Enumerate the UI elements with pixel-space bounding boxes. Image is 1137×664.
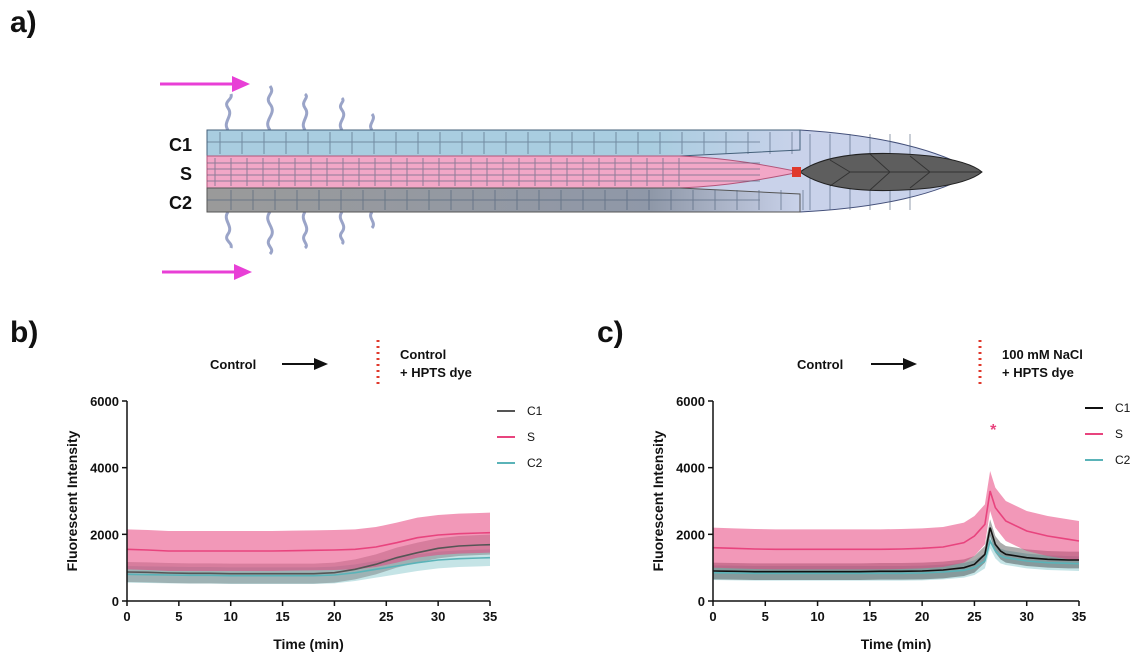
chart-b-legend-label-s: S — [527, 430, 535, 444]
cell-walls — [207, 132, 911, 210]
panel-label-b: b) — [10, 316, 39, 349]
chart-c-y-axis-title: Fluorescent Intensity — [650, 430, 666, 571]
chart-b-band-c1 — [127, 534, 490, 584]
chart-c-annotation-arrow — [871, 358, 917, 370]
chart-b-annotation-after-1: Control — [400, 347, 446, 362]
chart-c-legend-label-c1: C1 — [1115, 401, 1131, 415]
chart-b-line-s — [126, 531, 491, 552]
chart-c-line-c1 — [712, 527, 1079, 573]
chart-b-line-c2 — [126, 556, 491, 577]
chart-b-xtick-label: 20 — [327, 609, 341, 624]
chart-c-xtick-label: 20 — [915, 609, 929, 624]
chart-c-xtick-label: 0 — [709, 609, 716, 624]
chart-c-x-axis-title: Time (min) — [861, 636, 932, 652]
chart-c-xtick-label: 5 — [762, 609, 769, 624]
chart-c-annotation-after-2: + HPTS dye — [1002, 365, 1074, 380]
panel-label-a: a) — [10, 6, 37, 39]
root-hairs-bottom — [224, 211, 375, 256]
chart-b-annotation-after-2: + HPTS dye — [400, 365, 472, 380]
chart-b-legend-label-c1: C1 — [527, 404, 543, 418]
chart-c-xtick-label: 10 — [810, 609, 824, 624]
chart-b-legend-label-c2: C2 — [527, 456, 543, 470]
chart-b-annotation-before: Control — [210, 357, 256, 372]
chart-c-ytick-label: 2000 — [676, 527, 705, 542]
chart-c-band-s — [713, 471, 1079, 570]
chart-b-annotation-arrow — [282, 358, 328, 370]
chart-b-y-axis-title: Fluorescent Intensity — [64, 430, 80, 571]
chart-b-line-c1 — [126, 543, 491, 575]
chart-b-ytick-label: 6000 — [90, 394, 119, 409]
chart-c-xtick-label: 30 — [1019, 609, 1033, 624]
chart-b-ytick-label: 4000 — [90, 461, 119, 476]
chart-b-xtick-label: 15 — [275, 609, 289, 624]
chart-c: Control 100 mM NaCl + HPTS dye 0 2000 4000 600… — [650, 340, 1131, 652]
label-s: S — [180, 164, 192, 184]
chart-c-ytick-label: 4000 — [676, 461, 705, 476]
chart-c-legend-label-c2: C2 — [1115, 453, 1131, 467]
chart-c-ytick-label: 6000 — [676, 394, 705, 409]
chart-c-legend-label-s: S — [1115, 427, 1123, 441]
chart-c-xtick-label: 35 — [1072, 609, 1086, 624]
label-c1: C1 — [169, 135, 192, 155]
quiescent-marker — [792, 167, 801, 177]
top-arrow — [160, 76, 250, 92]
chart-c-line-c2 — [712, 538, 1080, 575]
chart-b: Control Control + HPTS dye 0 2000 4000 6000 0 5 1… — [64, 340, 543, 652]
chart-b-xtick-label: 10 — [223, 609, 237, 624]
chart-b-xtick-label: 0 — [123, 609, 130, 624]
chart-b-x-axis-title: Time (min) — [273, 636, 344, 652]
root-diagram: C1 S C2 — [160, 76, 983, 280]
chart-b-xtick-label: 30 — [431, 609, 445, 624]
chart-b-xtick-label: 25 — [379, 609, 393, 624]
chart-c-annotation-after-1: 100 mM NaCl — [1002, 347, 1083, 362]
chart-b-ytick-label: 0 — [112, 594, 119, 609]
chart-b-xtick-label: 5 — [175, 609, 182, 624]
chart-c-annotation-before: Control — [797, 357, 843, 372]
chart-c-line-s — [712, 490, 1080, 551]
root-hairs-top — [224, 85, 375, 131]
chart-c-xtick-label: 25 — [967, 609, 981, 624]
chart-c-xtick-label: 15 — [863, 609, 877, 624]
panel-label-c: c) — [597, 316, 624, 349]
c1-tissue — [206, 129, 801, 157]
chart-c-ytick-label: 0 — [698, 594, 705, 609]
label-c2: C2 — [169, 193, 192, 213]
chart-b-ytick-label: 2000 — [90, 527, 119, 542]
chart-c-peak-marker: * — [990, 422, 997, 439]
bottom-arrow — [162, 264, 252, 280]
chart-b-xtick-label: 35 — [483, 609, 497, 624]
